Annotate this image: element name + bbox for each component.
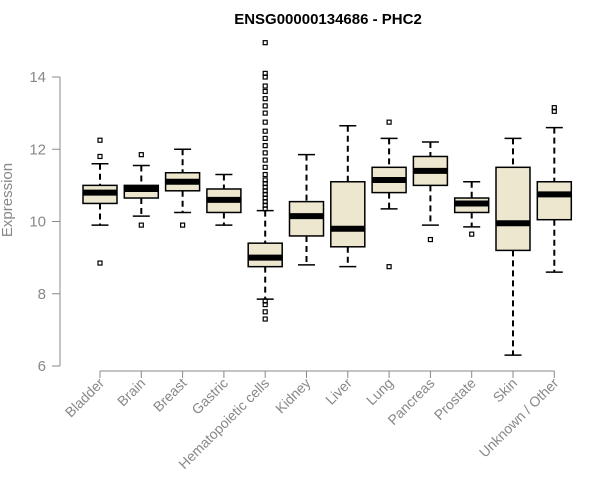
iqr-box-unknown-other — [536, 181, 573, 221]
x-tick-label-bladder: Bladder — [62, 375, 108, 421]
outlier-hematopoietic-cells-18 — [262, 135, 268, 142]
outlier-hematopoietic-cells-19 — [262, 128, 268, 134]
box-kidney — [288, 153, 325, 266]
box-prostate — [453, 181, 490, 237]
outlier-hematopoietic-cells-3 — [262, 298, 268, 304]
outlier-hematopoietic-cells-16 — [262, 150, 268, 156]
box-hematopoietic-cells — [247, 40, 283, 322]
box-lung — [371, 119, 407, 270]
outlier-unknown-other-1 — [551, 105, 557, 111]
outlier-hematopoietic-cells-24 — [262, 88, 268, 95]
iqr-box-skin — [495, 166, 531, 252]
box-gastric — [206, 173, 242, 226]
box-unknown-other — [536, 105, 573, 273]
y-tick-label-14: 14 — [29, 69, 46, 86]
x-tick-label-kidney: Kidney — [272, 375, 314, 417]
outlier-hematopoietic-cells-23 — [262, 96, 268, 102]
outlier-hematopoietic-cells-27 — [262, 70, 268, 76]
outlier-hematopoietic-cells-15 — [262, 157, 268, 163]
box-skin — [495, 137, 531, 356]
x-tick-label-skin: Skin — [490, 375, 521, 406]
outlier-hematopoietic-cells-22 — [262, 103, 268, 109]
outlier-hematopoietic-cells-20 — [262, 119, 268, 125]
x-tick-label-brain: Brain — [114, 375, 148, 409]
outlier-hematopoietic-cells-25 — [262, 83, 268, 89]
box-group — [82, 40, 573, 356]
outlier-hematopoietic-cells-13 — [262, 171, 268, 178]
x-tick-label-liver: Liver — [322, 375, 355, 408]
outlier-hematopoietic-cells-0 — [262, 316, 268, 322]
y-axis-label: Expression — [0, 163, 16, 237]
outlier-hematopoietic-cells-1 — [262, 309, 268, 315]
outlier-bladder-2 — [97, 137, 103, 143]
outlier-hematopoietic-cells-17 — [262, 143, 268, 149]
outlier-hematopoietic-cells-12 — [262, 177, 268, 183]
y-tick-label-10: 10 — [29, 214, 46, 231]
outlier-lung-1 — [386, 119, 392, 125]
x-tick-label-lung: Lung — [363, 375, 396, 408]
chart-title: ENSG00000134686 - PHC2 — [234, 11, 422, 28]
x-tick-label-breast: Breast — [150, 375, 190, 415]
box-pancreas — [412, 141, 449, 243]
outlier-pancreas-0 — [427, 236, 433, 243]
outlier-brain-0 — [138, 222, 144, 228]
outlier-bladder-1 — [97, 153, 103, 160]
y-tick-label-8: 8 — [38, 286, 46, 303]
y-axis-ticks: 6 8 10 12 14 — [29, 69, 60, 375]
box-liver — [330, 125, 366, 268]
y-tick-label-6: 6 — [38, 358, 46, 375]
outlier-bladder-0 — [97, 260, 103, 266]
y-tick-label-12: 12 — [29, 141, 46, 158]
outlier-breast-0 — [180, 222, 186, 228]
outlier-hematopoietic-cells-14 — [262, 164, 268, 170]
outlier-prostate-0 — [469, 231, 475, 237]
x-tick-label-prostate: Prostate — [431, 375, 479, 423]
outlier-lung-0 — [386, 264, 392, 270]
box-breast — [164, 148, 201, 228]
iqr-box-liver — [330, 181, 366, 248]
outlier-brain-1 — [138, 152, 144, 158]
outlier-hematopoietic-cells-28 — [262, 40, 268, 46]
outlier-hematopoietic-cells-21 — [262, 110, 268, 116]
box-bladder — [82, 137, 118, 266]
box-brain — [123, 152, 160, 228]
